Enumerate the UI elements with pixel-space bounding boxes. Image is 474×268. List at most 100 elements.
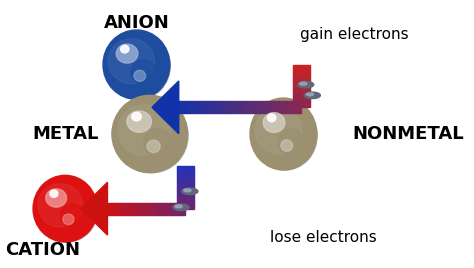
- Bar: [293, 78, 310, 79]
- Bar: [177, 188, 194, 189]
- Polygon shape: [81, 182, 108, 235]
- Bar: [150, 203, 152, 215]
- Bar: [109, 203, 111, 215]
- Text: gain electrons: gain electrons: [301, 27, 409, 42]
- Bar: [177, 179, 194, 180]
- Ellipse shape: [182, 188, 198, 195]
- Bar: [115, 203, 117, 215]
- Bar: [284, 101, 287, 113]
- Bar: [220, 101, 223, 113]
- Ellipse shape: [255, 107, 302, 154]
- Bar: [260, 101, 262, 113]
- Bar: [213, 101, 216, 113]
- Bar: [269, 101, 272, 113]
- Bar: [267, 101, 269, 113]
- Bar: [131, 203, 133, 215]
- Ellipse shape: [112, 95, 188, 173]
- Bar: [255, 101, 257, 113]
- Bar: [293, 100, 310, 102]
- Bar: [177, 189, 194, 190]
- Bar: [177, 182, 194, 183]
- Bar: [293, 82, 310, 84]
- Ellipse shape: [116, 99, 188, 173]
- Bar: [177, 168, 194, 169]
- Bar: [279, 101, 282, 113]
- Text: lose electrons: lose electrons: [270, 230, 377, 245]
- Text: NONMETAL: NONMETAL: [352, 125, 464, 143]
- Bar: [218, 101, 220, 113]
- Bar: [211, 101, 213, 113]
- Bar: [177, 166, 194, 167]
- Bar: [293, 68, 310, 69]
- Ellipse shape: [103, 30, 170, 99]
- Bar: [111, 203, 113, 215]
- Bar: [178, 203, 180, 215]
- Bar: [177, 202, 194, 203]
- Ellipse shape: [33, 175, 97, 242]
- Bar: [177, 195, 194, 196]
- Ellipse shape: [278, 129, 303, 155]
- Bar: [146, 203, 148, 215]
- Bar: [177, 177, 194, 179]
- Bar: [293, 87, 310, 88]
- Bar: [293, 97, 310, 99]
- Bar: [177, 191, 194, 192]
- Bar: [293, 91, 310, 93]
- Bar: [196, 101, 199, 113]
- Ellipse shape: [46, 189, 66, 207]
- Ellipse shape: [306, 93, 314, 96]
- Bar: [105, 203, 107, 215]
- Bar: [177, 196, 194, 197]
- Bar: [177, 199, 194, 200]
- Bar: [152, 203, 154, 215]
- Bar: [126, 203, 128, 215]
- Bar: [250, 101, 252, 113]
- Bar: [293, 85, 310, 87]
- Bar: [293, 76, 310, 78]
- Bar: [274, 101, 277, 113]
- Ellipse shape: [50, 190, 58, 197]
- Bar: [154, 203, 155, 215]
- Bar: [177, 194, 194, 195]
- Bar: [145, 203, 146, 215]
- Bar: [177, 171, 194, 172]
- Bar: [252, 101, 255, 113]
- Bar: [107, 203, 109, 215]
- Bar: [177, 183, 194, 184]
- Bar: [177, 184, 194, 186]
- Text: ANION: ANION: [103, 14, 169, 32]
- Bar: [169, 203, 171, 215]
- Ellipse shape: [300, 82, 307, 85]
- Bar: [177, 207, 194, 209]
- Ellipse shape: [263, 113, 285, 132]
- Bar: [177, 205, 194, 206]
- Bar: [293, 105, 310, 106]
- Bar: [203, 101, 206, 113]
- Bar: [174, 203, 176, 215]
- Bar: [129, 203, 131, 215]
- Bar: [182, 101, 184, 113]
- Bar: [293, 72, 310, 73]
- Ellipse shape: [116, 44, 138, 63]
- Bar: [208, 101, 211, 113]
- Bar: [293, 81, 310, 82]
- Bar: [177, 204, 194, 205]
- Ellipse shape: [281, 140, 292, 151]
- Bar: [293, 106, 310, 107]
- Bar: [177, 190, 194, 191]
- Bar: [177, 167, 194, 168]
- Bar: [235, 101, 237, 113]
- Bar: [201, 101, 203, 113]
- Bar: [233, 101, 235, 113]
- Bar: [293, 65, 310, 66]
- Bar: [223, 101, 226, 113]
- Bar: [177, 186, 194, 187]
- Bar: [299, 101, 301, 113]
- Bar: [177, 174, 194, 175]
- Bar: [293, 69, 310, 70]
- Ellipse shape: [132, 112, 141, 121]
- Bar: [293, 84, 310, 85]
- Bar: [165, 203, 167, 215]
- Bar: [199, 101, 201, 113]
- Bar: [157, 203, 159, 215]
